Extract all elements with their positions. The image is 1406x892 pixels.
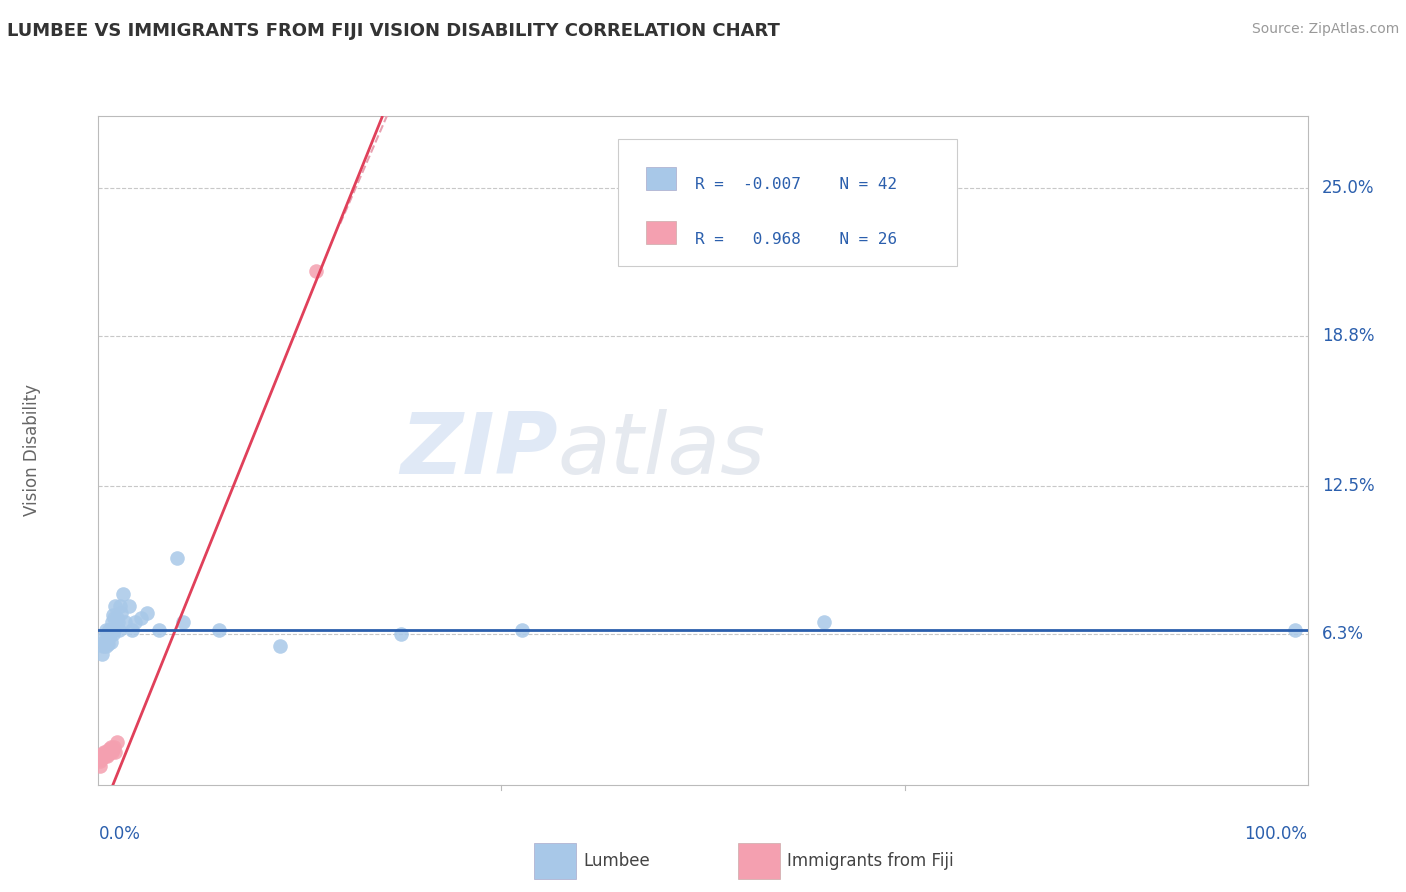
Point: [97, 744, 120, 758]
Point: [108, 623, 131, 637]
Point: [104, 599, 127, 613]
Point: [98, 744, 121, 758]
Point: [90, 749, 112, 764]
Text: Immigrants from Fiji: Immigrants from Fiji: [787, 852, 955, 870]
Text: 0.0%: 0.0%: [98, 825, 141, 843]
Point: [105, 611, 128, 625]
Text: R =   0.968    N = 26: R = 0.968 N = 26: [695, 232, 897, 246]
Point: [93, 747, 115, 761]
Point: [172, 615, 194, 630]
Point: [135, 606, 157, 620]
Point: [124, 615, 146, 630]
Point: [100, 634, 122, 648]
Point: [97, 747, 120, 761]
Point: [98, 623, 121, 637]
Point: [93, 744, 115, 758]
Point: [94, 749, 117, 764]
Point: [305, 264, 328, 278]
Point: [94, 744, 117, 758]
Point: [108, 599, 131, 613]
Point: [96, 634, 118, 648]
Text: 100.0%: 100.0%: [1244, 825, 1308, 843]
Text: Vision Disability: Vision Disability: [22, 384, 41, 516]
Text: 6.3%: 6.3%: [1322, 625, 1364, 643]
Text: LUMBEE VS IMMIGRANTS FROM FIJI VISION DISABILITY CORRELATION CHART: LUMBEE VS IMMIGRANTS FROM FIJI VISION DI…: [7, 22, 780, 40]
Point: [91, 647, 114, 661]
Point: [97, 637, 120, 651]
Point: [101, 608, 124, 623]
Point: [90, 752, 112, 766]
Point: [100, 742, 122, 756]
Point: [91, 747, 114, 761]
Text: atlas: atlas: [558, 409, 766, 492]
Point: [269, 640, 291, 654]
Point: [96, 744, 118, 758]
Point: [100, 744, 122, 758]
Point: [510, 623, 533, 637]
Point: [118, 599, 141, 613]
Text: 12.5%: 12.5%: [1322, 477, 1375, 495]
FancyBboxPatch shape: [619, 139, 957, 267]
Point: [121, 623, 143, 637]
Point: [91, 749, 114, 764]
Point: [94, 640, 117, 654]
Point: [148, 623, 170, 637]
Point: [114, 615, 136, 630]
Point: [208, 623, 231, 637]
Point: [105, 735, 128, 749]
Point: [389, 627, 412, 641]
Point: [93, 630, 115, 644]
Point: [129, 611, 152, 625]
Text: ZIP: ZIP: [401, 409, 558, 492]
Point: [103, 739, 125, 754]
Point: [1284, 623, 1306, 637]
Text: Lumbee: Lumbee: [583, 852, 650, 870]
Point: [93, 634, 115, 648]
Point: [100, 623, 122, 637]
Point: [89, 754, 111, 768]
Point: [96, 747, 118, 761]
FancyBboxPatch shape: [647, 167, 676, 190]
Point: [96, 627, 118, 641]
Point: [91, 747, 114, 761]
Point: [110, 606, 132, 620]
Point: [96, 749, 118, 764]
Point: [111, 587, 134, 601]
Point: [103, 611, 125, 625]
Point: [98, 742, 121, 756]
Point: [98, 630, 121, 644]
Text: R =  -0.007    N = 42: R = -0.007 N = 42: [695, 178, 897, 193]
Point: [100, 615, 122, 630]
Point: [100, 623, 122, 637]
Point: [97, 625, 120, 640]
Point: [166, 551, 188, 566]
Point: [101, 627, 124, 641]
Point: [89, 759, 111, 773]
Point: [91, 640, 114, 654]
Point: [104, 744, 127, 758]
Point: [100, 739, 122, 754]
Text: 18.8%: 18.8%: [1322, 326, 1375, 345]
FancyBboxPatch shape: [647, 221, 676, 244]
Point: [94, 623, 117, 637]
Text: 25.0%: 25.0%: [1322, 178, 1375, 196]
Point: [107, 615, 129, 630]
Point: [813, 615, 835, 630]
Point: [103, 623, 125, 637]
Point: [101, 742, 124, 756]
Text: Source: ZipAtlas.com: Source: ZipAtlas.com: [1251, 22, 1399, 37]
